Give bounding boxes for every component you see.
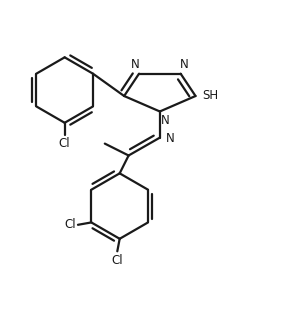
Text: N: N — [131, 58, 140, 71]
Text: N: N — [161, 114, 170, 128]
Text: Cl: Cl — [112, 254, 123, 267]
Text: Cl: Cl — [59, 137, 71, 150]
Text: N: N — [180, 58, 189, 71]
Text: Cl: Cl — [64, 218, 76, 231]
Text: SH: SH — [202, 89, 218, 102]
Text: N: N — [166, 132, 175, 145]
